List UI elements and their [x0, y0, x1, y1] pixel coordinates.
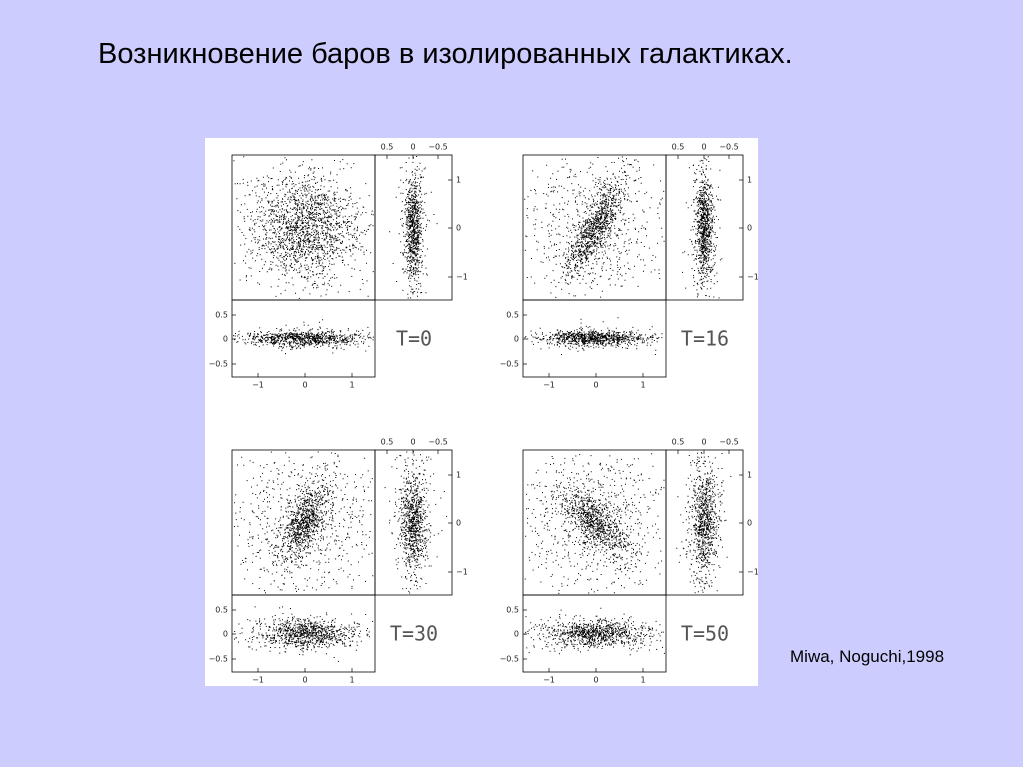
tick-label: −0.5 — [500, 655, 519, 664]
time-label: T=0 — [396, 327, 432, 351]
citation: Miwa, Noguchi,1998 — [790, 647, 945, 666]
plot-frame — [231, 594, 376, 673]
tick-label: −1 — [543, 676, 555, 685]
tick-label: 0 — [514, 630, 519, 639]
tick-label: 0 — [223, 630, 228, 639]
tick-label: 0 — [410, 438, 415, 447]
tick-label: 0 — [747, 224, 752, 233]
particle-cloud — [233, 451, 374, 594]
tick-label: 1 — [640, 381, 645, 390]
tick-label: 0.5 — [381, 143, 394, 152]
plot-frame — [374, 449, 453, 596]
tick-label: 0.5 — [506, 606, 519, 615]
tick-label: 1 — [640, 676, 645, 685]
tick-label: 1 — [456, 471, 461, 480]
tick-label: 0 — [593, 676, 598, 685]
tick-label: −0.5 — [719, 143, 738, 152]
time-label: T=50 — [681, 622, 729, 646]
tick-label: 0.5 — [215, 606, 228, 615]
plot-frame — [665, 449, 744, 596]
tick-label: 0 — [302, 381, 307, 390]
tick-label: 0.5 — [672, 438, 685, 447]
particle-cloud — [524, 317, 663, 355]
particle-cloud — [524, 607, 665, 656]
tick-label: −1 — [252, 381, 264, 390]
particle-cloud — [233, 319, 374, 355]
time-label: T=16 — [681, 327, 729, 351]
tick-label: 0 — [514, 335, 519, 344]
particle-cloud — [233, 156, 374, 299]
tick-label: 0.5 — [672, 143, 685, 152]
tick-label: −1 — [456, 568, 468, 577]
tick-label: 0 — [456, 519, 461, 528]
tick-label: 0.5 — [506, 311, 519, 320]
tick-label: 1 — [456, 176, 461, 185]
tick-label: 0 — [747, 519, 752, 528]
particle-cloud — [682, 156, 723, 299]
plot-frame — [231, 299, 376, 378]
tick-label: 1 — [349, 676, 354, 685]
tick-label: 0 — [223, 335, 228, 344]
tick-label: 1 — [747, 176, 752, 185]
particle-cloud — [389, 156, 438, 299]
particle-cloud — [676, 452, 732, 594]
tick-label: −0.5 — [209, 655, 228, 664]
tick-label: 0 — [410, 143, 415, 152]
particle-cloud — [234, 606, 374, 662]
time-label: T=30 — [390, 622, 438, 646]
tick-label: −0.5 — [209, 360, 228, 369]
tick-label: 0.5 — [381, 438, 394, 447]
tick-label: 0 — [593, 381, 598, 390]
plot-frame — [665, 154, 744, 301]
tick-label: −0.5 — [719, 438, 738, 447]
figure-background — [205, 138, 758, 686]
tick-label: −0.5 — [500, 360, 519, 369]
tick-label: −0.5 — [428, 143, 447, 152]
tick-label: 0 — [302, 676, 307, 685]
plot-frame — [522, 594, 667, 673]
plot-frame — [374, 154, 453, 301]
tick-label: 1 — [747, 471, 752, 480]
tick-label: 0 — [701, 438, 706, 447]
tick-label: −1 — [252, 676, 264, 685]
tick-label: 1 — [349, 381, 354, 390]
tick-label: −1 — [747, 568, 758, 577]
tick-label: 0 — [701, 143, 706, 152]
particle-cloud — [524, 453, 665, 594]
tick-label: −1 — [747, 273, 758, 282]
plot-frame — [522, 299, 667, 378]
tick-label: −1 — [456, 273, 468, 282]
tick-label: −1 — [543, 381, 555, 390]
tick-label: 0.5 — [215, 311, 228, 320]
tick-label: −0.5 — [428, 438, 447, 447]
simulation-figure: 0.5 0 −0.5 1 0 −1 0.5 0 −0.5 −1 0 1 T=0 0.5 0 −0.5 1 0 −1 0… — [205, 138, 758, 686]
tick-label: 0 — [456, 224, 461, 233]
slide-title: Возникновение баров в изолированных гала… — [98, 38, 793, 70]
